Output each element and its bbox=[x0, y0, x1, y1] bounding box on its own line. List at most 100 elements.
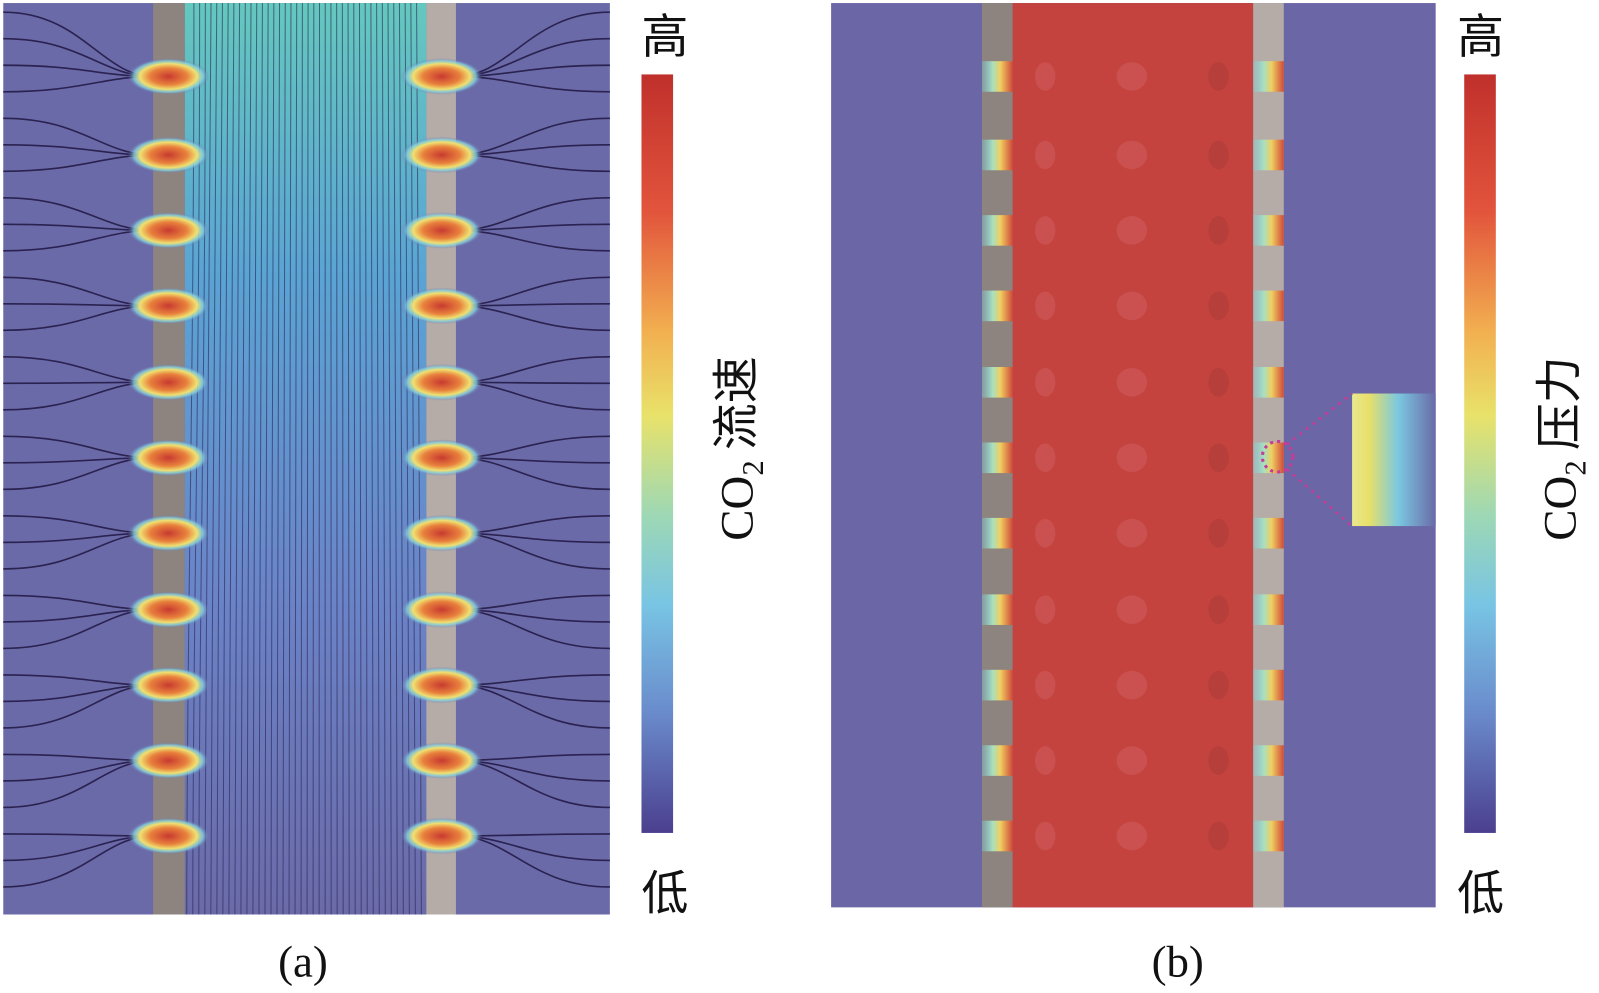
pore-pressure bbox=[981, 820, 1013, 852]
pore-pressure bbox=[1253, 367, 1284, 398]
pore-pressure bbox=[1253, 290, 1284, 322]
pressure-spot bbox=[1035, 443, 1056, 473]
pressure-spot bbox=[1116, 821, 1148, 851]
title-main: CO bbox=[1534, 476, 1586, 541]
pressure-spot bbox=[1116, 140, 1148, 170]
pressure-spot bbox=[1035, 291, 1056, 321]
streamline bbox=[364, 3, 368, 915]
pressure-spot bbox=[1116, 443, 1148, 473]
colorbar-title: CO2 流速 bbox=[712, 356, 770, 540]
pressure-spot bbox=[1035, 140, 1056, 170]
streamline bbox=[276, 3, 281, 915]
title-sub: 2 bbox=[1559, 460, 1593, 475]
streamline bbox=[258, 3, 263, 915]
streamline bbox=[376, 3, 380, 915]
streamline bbox=[347, 3, 350, 915]
colorbar bbox=[641, 74, 674, 833]
pore-flow bbox=[400, 136, 483, 174]
pore-pressure bbox=[981, 61, 1013, 92]
zoom-line bbox=[1285, 468, 1353, 528]
pores bbox=[127, 58, 483, 855]
pressure-spot bbox=[1035, 216, 1056, 245]
streamline bbox=[288, 3, 292, 915]
streamline bbox=[341, 3, 344, 915]
streamline bbox=[300, 3, 303, 915]
zoom-circle bbox=[1260, 439, 1295, 474]
pore-pressure bbox=[981, 517, 1013, 549]
pore-flow bbox=[400, 514, 483, 552]
streamline bbox=[192, 3, 201, 915]
pressure-spot bbox=[1208, 216, 1229, 245]
pressure-spot bbox=[1116, 368, 1148, 397]
pore-pressure bbox=[981, 594, 1013, 625]
pressure-spot bbox=[1208, 140, 1229, 170]
pore-flow bbox=[400, 212, 483, 249]
pressure-spot bbox=[1208, 746, 1229, 775]
pressure-spot bbox=[1208, 595, 1229, 624]
pore-flow bbox=[127, 591, 210, 629]
pore-pressure bbox=[1253, 61, 1284, 92]
pore-pressure bbox=[1253, 442, 1284, 474]
pressure-spot bbox=[1035, 518, 1056, 548]
pore-flow bbox=[400, 817, 483, 855]
panel-label: (a) bbox=[278, 937, 328, 987]
panel-label: (b) bbox=[1152, 937, 1204, 987]
pressure-spot bbox=[1035, 746, 1056, 775]
streamline bbox=[381, 3, 386, 915]
pore-flow bbox=[127, 817, 210, 855]
streamline bbox=[198, 3, 206, 915]
pressure-spot bbox=[1116, 595, 1148, 624]
streamline bbox=[270, 3, 275, 915]
pore-flow bbox=[127, 136, 210, 174]
pressure-spot bbox=[1035, 368, 1056, 397]
pressure-spot bbox=[1208, 368, 1229, 397]
pressure-spot bbox=[1035, 595, 1056, 624]
streamline bbox=[358, 3, 362, 915]
pore-flow bbox=[400, 666, 483, 704]
pore-flow bbox=[400, 287, 483, 325]
pressure-spot bbox=[1035, 821, 1056, 851]
title-main: CO bbox=[712, 476, 764, 541]
colorbar-high: 高 bbox=[641, 12, 688, 64]
pore-flow bbox=[127, 58, 210, 95]
colorbar-low: 低 bbox=[641, 868, 688, 920]
pore-flow bbox=[127, 439, 210, 477]
pore-pressure bbox=[981, 745, 1013, 776]
pore-pressure bbox=[1253, 215, 1284, 246]
streamline bbox=[306, 3, 309, 915]
streamline bbox=[294, 3, 298, 915]
pore-flow bbox=[127, 363, 210, 401]
colorbar bbox=[1464, 74, 1496, 833]
pore-pressure bbox=[981, 290, 1013, 322]
pressure-spot bbox=[1208, 291, 1229, 321]
colorbar-title: CO2 压力 bbox=[1534, 356, 1592, 540]
pores bbox=[981, 61, 1284, 852]
streamline bbox=[370, 3, 374, 915]
pressure-spot bbox=[1035, 62, 1056, 91]
pore-flow bbox=[400, 58, 483, 95]
pore-flow bbox=[400, 742, 483, 779]
pore-pressure bbox=[1253, 745, 1284, 776]
zoom-line bbox=[1286, 392, 1353, 446]
pore-flow bbox=[127, 742, 210, 779]
pore-pressure bbox=[1253, 139, 1284, 171]
pore-flow bbox=[400, 439, 483, 477]
pressure-spot bbox=[1208, 518, 1229, 548]
pressure-spot bbox=[1116, 62, 1148, 91]
title-suffix: 流速 bbox=[712, 356, 764, 450]
inset bbox=[1352, 393, 1436, 527]
streamline bbox=[336, 3, 338, 915]
pore-flow bbox=[127, 666, 210, 704]
streamline bbox=[264, 3, 269, 915]
pore-flow bbox=[127, 212, 210, 249]
streamline bbox=[282, 3, 286, 915]
pressure-spot bbox=[1116, 291, 1148, 321]
pore-flow bbox=[127, 514, 210, 552]
pore-flow bbox=[400, 591, 483, 629]
pore-flow bbox=[400, 363, 483, 401]
colorbar-high: 高 bbox=[1457, 12, 1504, 64]
title-sub: 2 bbox=[736, 460, 770, 475]
colorbar-low: 低 bbox=[1457, 868, 1504, 920]
pressure-spot bbox=[1208, 670, 1229, 700]
